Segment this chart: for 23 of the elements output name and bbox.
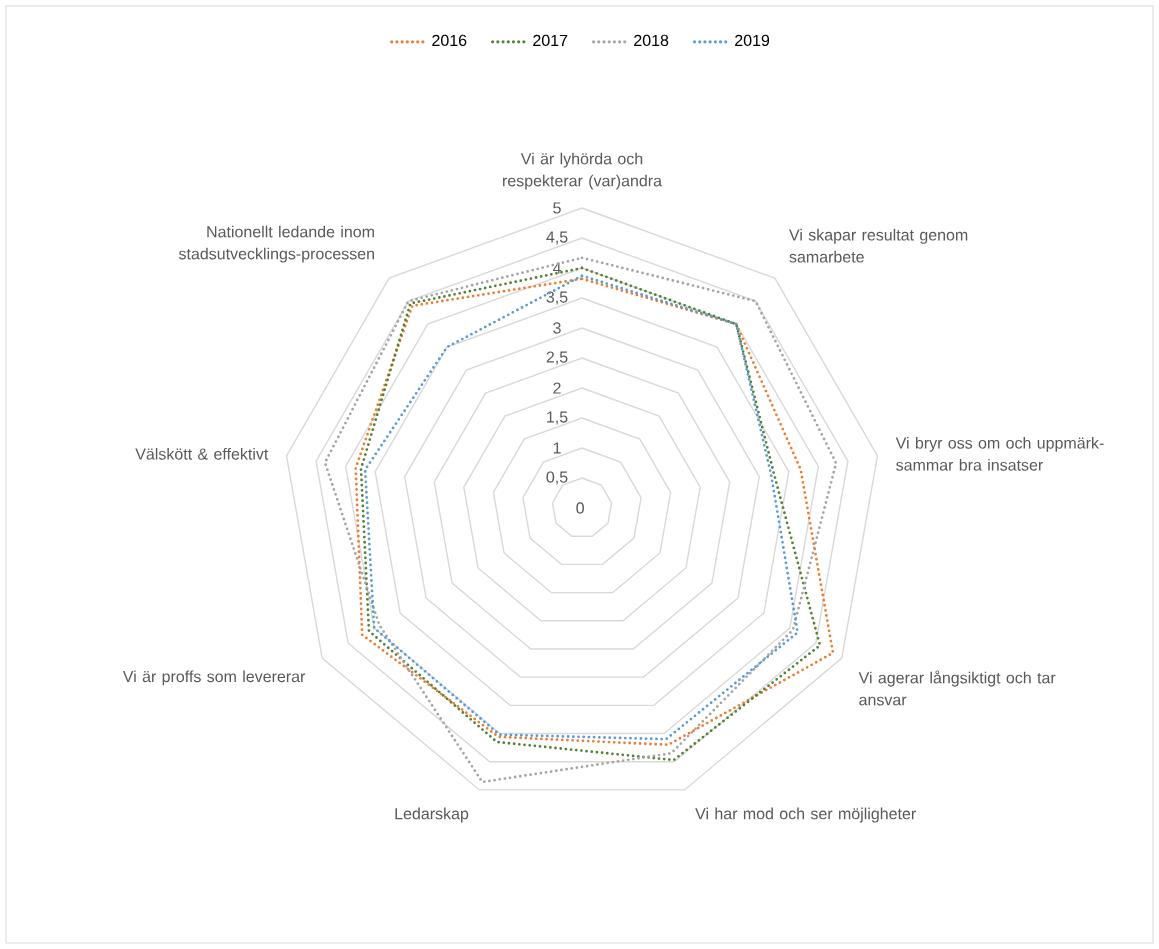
spoke-label: Nationellt ledande inom stadsutvecklings-processen xyxy=(178,225,374,263)
y-tick-label: 3 xyxy=(553,322,561,334)
spoke-label: Vi är proffs som levererar xyxy=(122,670,306,686)
y-tick-label: 1,5 xyxy=(547,411,568,425)
spoke-label: Vi skapar resultat genom samarbete xyxy=(789,228,968,263)
y-tick-label: 3,5 xyxy=(546,291,568,305)
legend-label: 2019 xyxy=(735,34,770,47)
spoke-label: Vi agerar långsiktigt och tar ansvar xyxy=(858,670,1056,706)
spoke-label: Vi är lyhörda och respekterar (var)andra xyxy=(503,152,663,190)
y-tick-label: 2 xyxy=(553,382,561,394)
y-tick-label: 2,5 xyxy=(546,351,568,365)
spoke-label: Vi bryr oss om och uppmärk-sammar bra insatser xyxy=(895,436,1104,471)
y-tick-label: 1 xyxy=(553,442,561,454)
legend-label: 2016 xyxy=(432,34,467,47)
spoke-label: Välskött & effektivt xyxy=(135,447,269,460)
legend-label: 2018 xyxy=(634,34,669,47)
y-tick-label: 0,5 xyxy=(546,471,568,485)
legend-label: 2017 xyxy=(533,34,568,47)
spoke-label: Vi har mod och ser möjligheter xyxy=(695,807,916,823)
spoke-label: Ledarskap xyxy=(395,807,469,823)
y-tick-label: 0 xyxy=(576,502,584,514)
y-tick-label: 4,5 xyxy=(546,231,568,245)
y-tick-label: 5 xyxy=(553,202,561,214)
